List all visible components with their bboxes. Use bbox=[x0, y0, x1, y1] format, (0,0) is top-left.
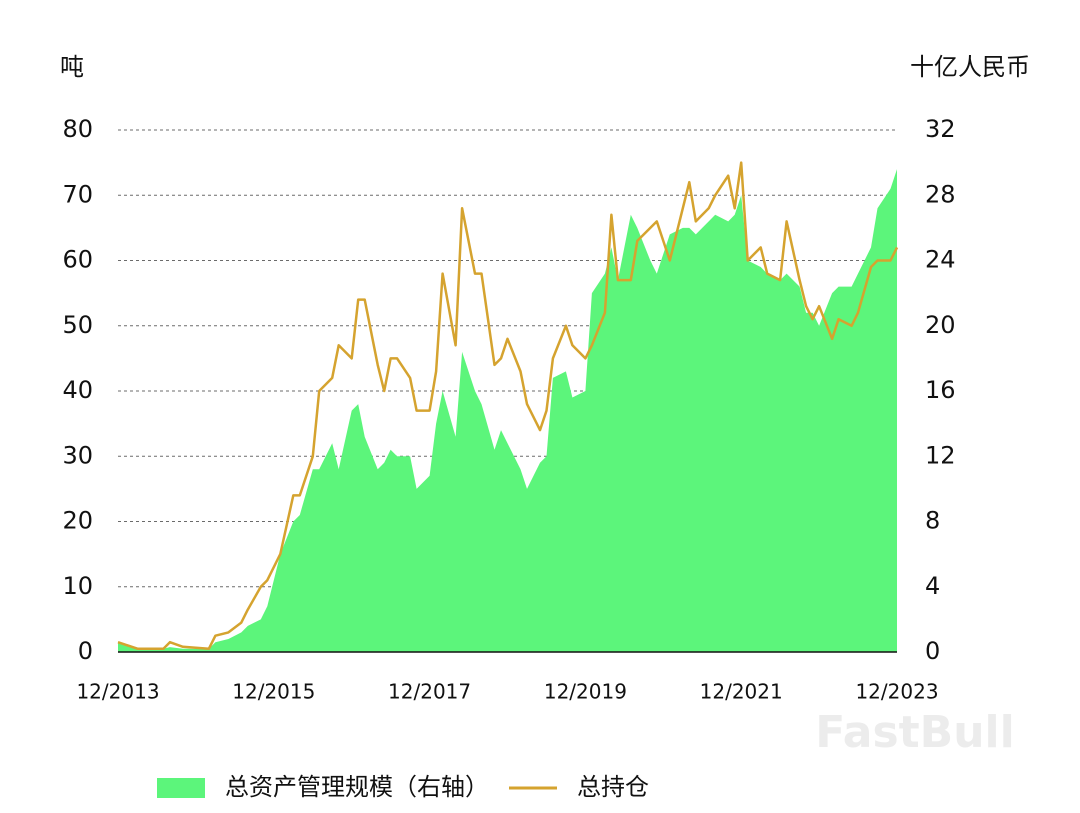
y2-tick-label: 8 bbox=[925, 507, 940, 535]
y-axis-title: 吨 bbox=[60, 53, 84, 81]
y2-tick-label: 16 bbox=[925, 376, 956, 404]
y2-tick-label: 12 bbox=[925, 441, 956, 469]
y-tick-label: 60 bbox=[62, 246, 93, 274]
y-tick-label: 80 bbox=[62, 115, 93, 143]
y-tick-label: 50 bbox=[62, 311, 93, 339]
x-tick-label: 12/2017 bbox=[388, 680, 471, 704]
x-tick-label: 12/2015 bbox=[232, 680, 315, 704]
legend-label: 总资产管理规模（右轴） bbox=[225, 773, 489, 801]
x-tick-label: 12/2019 bbox=[544, 680, 627, 704]
x-tick-label: 12/2023 bbox=[855, 680, 938, 704]
y-tick-label: 0 bbox=[78, 637, 93, 665]
y2-tick-label: 32 bbox=[925, 115, 956, 143]
y-tick-label: 10 bbox=[62, 572, 93, 600]
legend-swatch bbox=[157, 778, 205, 798]
y2-tick-label: 4 bbox=[925, 572, 940, 600]
y-tick-label: 40 bbox=[62, 376, 93, 404]
y-tick-label: 70 bbox=[62, 180, 93, 208]
area bbox=[118, 169, 897, 652]
watermark: FastBull bbox=[815, 707, 1014, 758]
line bbox=[117, 161, 899, 650]
y2-tick-label: 0 bbox=[925, 637, 940, 665]
y2-tick-label: 20 bbox=[925, 311, 956, 339]
legend-label: 总持仓 bbox=[577, 773, 649, 801]
y2-tick-label: 28 bbox=[925, 180, 956, 208]
y2-tick-label: 24 bbox=[925, 246, 956, 274]
x-tick-label: 12/2021 bbox=[700, 680, 783, 704]
y2-axis-title: 十亿人民币 bbox=[910, 53, 1030, 81]
y-tick-label: 20 bbox=[62, 507, 93, 535]
x-tick-label: 12/2013 bbox=[76, 680, 159, 704]
series-layer bbox=[117, 161, 899, 652]
y-tick-label: 30 bbox=[62, 441, 93, 469]
